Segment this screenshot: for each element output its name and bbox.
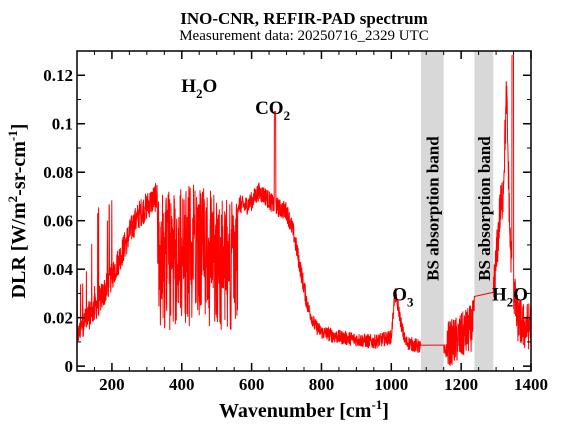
y-tick-label: 0.02 <box>43 309 73 328</box>
chart-title: INO-CNR, REFIR-PAD spectrum <box>180 9 428 28</box>
x-tick-label: 800 <box>309 375 335 394</box>
x-tick-label: 1200 <box>444 375 478 394</box>
y-tick-label: 0.08 <box>43 163 73 182</box>
x-tick-label: 1400 <box>514 375 548 394</box>
absorption-band-1 <box>420 51 444 371</box>
gas-annotations: H2O CO2 O3 H2O <box>181 76 528 309</box>
x-tick-label: 400 <box>169 375 195 394</box>
absorption-band-2 <box>474 51 494 371</box>
y-tick-label: 0.04 <box>43 260 73 279</box>
spectrum-trace <box>77 55 531 366</box>
gas-annotation: CO2 <box>255 98 290 123</box>
x-tick-label: 1000 <box>374 375 408 394</box>
gas-annotation: H2O <box>492 285 528 310</box>
spectrum-trace-group <box>77 55 531 366</box>
x-axis-label: Wavenumber [cm-1] <box>219 397 389 422</box>
gas-annotation: O3 <box>392 285 414 310</box>
y-tick-label: 0.1 <box>52 115 73 134</box>
y-tick-label: 0 <box>65 357 74 376</box>
y-tick-label: 0.06 <box>43 212 73 231</box>
chart-subtitle: Measurement data: 20250716_2329 UTC <box>179 28 429 44</box>
y-axis-label: DLR [W/m2-sr-cm-1] <box>5 124 30 299</box>
x-tick-label: 200 <box>99 375 125 394</box>
x-tick-label: 600 <box>239 375 265 394</box>
band-label-2: BS absorption band <box>475 136 494 281</box>
gas-annotation: H2O <box>181 76 217 101</box>
absorption-bands: BS absorption band BS absorption band <box>420 51 494 371</box>
band-label-1: BS absorption band <box>423 136 442 281</box>
y-tick-label: 0.12 <box>43 66 73 85</box>
axis-ticks: 200 400 600 800 1000 1200 1400 0 0.02 0.04 0.06 0.0… <box>43 51 548 394</box>
